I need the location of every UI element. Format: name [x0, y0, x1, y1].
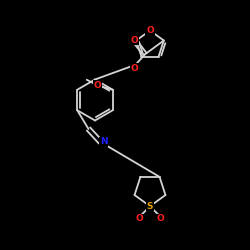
- Text: S: S: [147, 202, 153, 211]
- Text: O: O: [94, 81, 101, 90]
- Text: O: O: [146, 26, 154, 35]
- Text: N: N: [100, 138, 107, 146]
- Text: O: O: [130, 64, 138, 73]
- Text: O: O: [135, 214, 143, 223]
- Text: O: O: [157, 214, 164, 223]
- Text: O: O: [130, 36, 138, 44]
